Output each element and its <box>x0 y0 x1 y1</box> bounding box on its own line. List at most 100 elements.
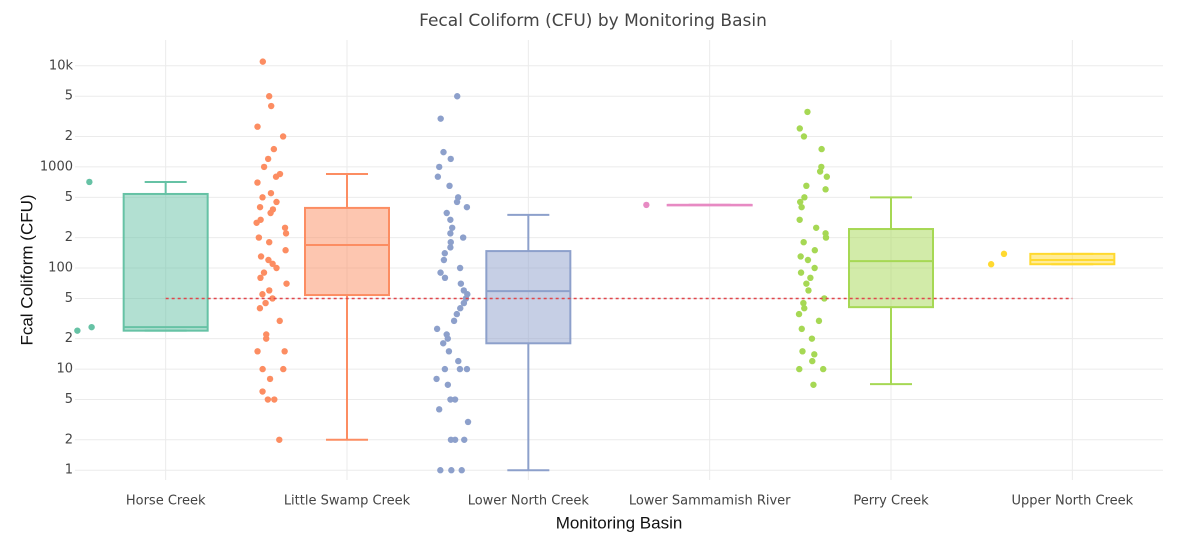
data-point <box>255 234 263 241</box>
data-point <box>807 274 814 282</box>
data-point <box>267 209 274 217</box>
data-point <box>273 198 280 206</box>
data-point <box>264 396 272 403</box>
data-point <box>435 406 443 413</box>
data-point <box>798 203 805 211</box>
y-tick-label: 1 <box>65 463 73 478</box>
data-point <box>437 269 444 276</box>
data-point <box>440 340 447 347</box>
data-point <box>266 375 274 383</box>
data-point <box>271 396 278 403</box>
data-point <box>433 325 441 333</box>
data-point <box>811 351 818 358</box>
y-tick-label: 5 <box>65 190 73 205</box>
y-tick-label: 100 <box>48 261 73 276</box>
box <box>304 206 390 297</box>
data-point <box>457 305 464 312</box>
data-point <box>260 269 268 276</box>
y-tick-label: 5 <box>65 392 73 407</box>
data-point <box>823 173 831 180</box>
data-point <box>811 247 819 254</box>
data-point <box>454 93 461 100</box>
data-point <box>815 317 823 325</box>
data-point <box>270 145 278 153</box>
data-point <box>263 335 270 342</box>
data-point <box>822 186 829 193</box>
data-point <box>799 348 806 355</box>
data-point <box>448 467 455 474</box>
data-point <box>810 381 817 388</box>
data-point <box>256 305 264 312</box>
data-point <box>444 335 451 342</box>
data-point <box>262 299 269 307</box>
data-point <box>453 310 461 318</box>
x-tick-label: Perry Creek <box>853 494 929 509</box>
data-point <box>446 182 453 190</box>
data-point <box>795 310 803 318</box>
x-tick-label: Lower Sammamish River <box>629 494 791 509</box>
x-tick-label: Upper North Creek <box>1012 494 1134 509</box>
data-point <box>441 365 449 373</box>
data-point <box>457 280 465 287</box>
data-point <box>816 168 824 175</box>
data-point <box>264 155 272 163</box>
data-point <box>254 179 261 186</box>
data-point <box>447 230 454 237</box>
data-point <box>821 295 828 302</box>
box <box>485 250 572 345</box>
data-point <box>86 178 93 186</box>
data-point <box>256 203 264 211</box>
x-tick-label: Little Swamp Creek <box>284 494 411 509</box>
data-point <box>437 115 444 122</box>
data-point <box>808 335 816 342</box>
box <box>848 228 934 309</box>
data-point <box>801 305 808 312</box>
data-point <box>267 189 275 197</box>
data-point <box>456 264 464 272</box>
data-point <box>805 287 812 294</box>
data-point <box>434 173 442 180</box>
data-point <box>257 274 264 282</box>
data-point <box>74 327 81 334</box>
data-point <box>268 102 275 110</box>
data-point <box>820 365 827 373</box>
data-point <box>259 388 266 395</box>
y-tick-label: 2 <box>65 230 73 245</box>
data-point <box>1000 250 1008 258</box>
data-point <box>447 244 454 251</box>
data-point <box>441 250 448 257</box>
data-point <box>259 58 267 65</box>
data-point <box>800 299 807 307</box>
data-point <box>458 467 465 474</box>
data-point <box>451 396 459 403</box>
box <box>122 192 209 332</box>
data-point <box>464 418 472 426</box>
x-axis-title: Monitoring Basin <box>556 513 683 532</box>
y-tick-label: 10k <box>49 58 74 73</box>
data-point <box>460 299 468 307</box>
data-point <box>447 238 454 246</box>
data-point <box>433 375 440 383</box>
data-point <box>463 365 471 373</box>
data-point <box>804 256 812 264</box>
data-point <box>801 194 808 201</box>
x-tick-label: Lower North Creek <box>468 494 590 509</box>
data-point <box>436 163 443 171</box>
data-point <box>265 256 272 264</box>
data-point <box>797 269 805 276</box>
data-point <box>266 287 273 294</box>
data-point <box>798 325 805 333</box>
y-tick-label: 2 <box>65 432 73 447</box>
y-tick-label: 2 <box>65 129 73 144</box>
y-tick-label: 2 <box>65 331 73 346</box>
data-point <box>282 230 290 237</box>
data-point <box>266 238 273 246</box>
data-point <box>796 125 803 132</box>
data-point <box>450 317 458 325</box>
data-point <box>265 93 273 100</box>
data-point <box>448 224 456 231</box>
data-point <box>451 436 459 443</box>
data-point <box>803 280 810 287</box>
